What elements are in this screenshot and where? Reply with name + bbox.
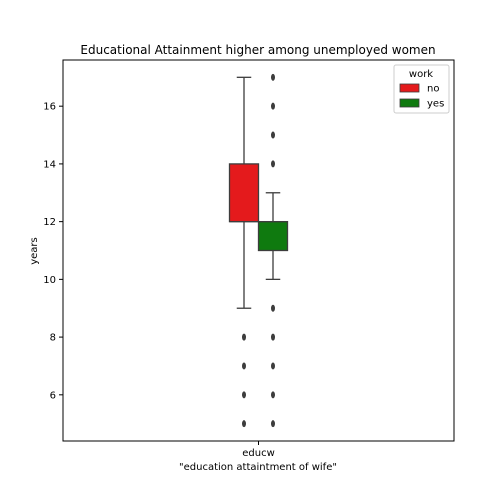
- chart-title: Educational Attainment higher among unem…: [80, 43, 435, 57]
- box-yes: [257, 73, 289, 428]
- outlier-point: [242, 420, 246, 428]
- outlier-point: [271, 362, 275, 370]
- outlier-point: [271, 131, 275, 139]
- outlier-point: [271, 73, 275, 81]
- y-tick-label: 6: [50, 390, 56, 401]
- outlier-point: [271, 333, 275, 341]
- y-axis: 6 8 10 12 14 16: [43, 102, 63, 401]
- outlier-point: [242, 391, 246, 399]
- legend-label-no: no: [427, 84, 439, 95]
- outlier-point: [271, 420, 275, 428]
- y-tick-label: 16: [43, 102, 56, 113]
- legend-label-yes: yes: [427, 99, 444, 110]
- y-tick-label: 8: [50, 333, 56, 344]
- y-tick-label: 14: [43, 159, 56, 170]
- boxes-layer: [228, 73, 289, 428]
- box-iqr: [257, 220, 289, 252]
- outlier-point: [271, 160, 275, 168]
- x-tick-label: educw: [242, 448, 275, 459]
- y-tick-label: 10: [43, 275, 56, 286]
- outlier-point: [271, 304, 275, 312]
- legend-swatch-no: [399, 83, 420, 93]
- box-no: [228, 76, 260, 428]
- x-axis: educw: [242, 441, 275, 459]
- y-axis-label: years: [29, 237, 40, 265]
- outlier-point: [242, 333, 246, 341]
- legend-swatch-yes: [399, 98, 420, 108]
- outlier-point: [271, 102, 275, 110]
- box-iqr: [228, 163, 260, 223]
- outlier-point: [271, 391, 275, 399]
- legend-title: work: [409, 69, 433, 80]
- y-tick-label: 12: [43, 217, 56, 228]
- outlier-point: [242, 362, 246, 370]
- legend: work no yes: [393, 64, 450, 114]
- x-axis-label: "education attaintment of wife": [179, 462, 337, 473]
